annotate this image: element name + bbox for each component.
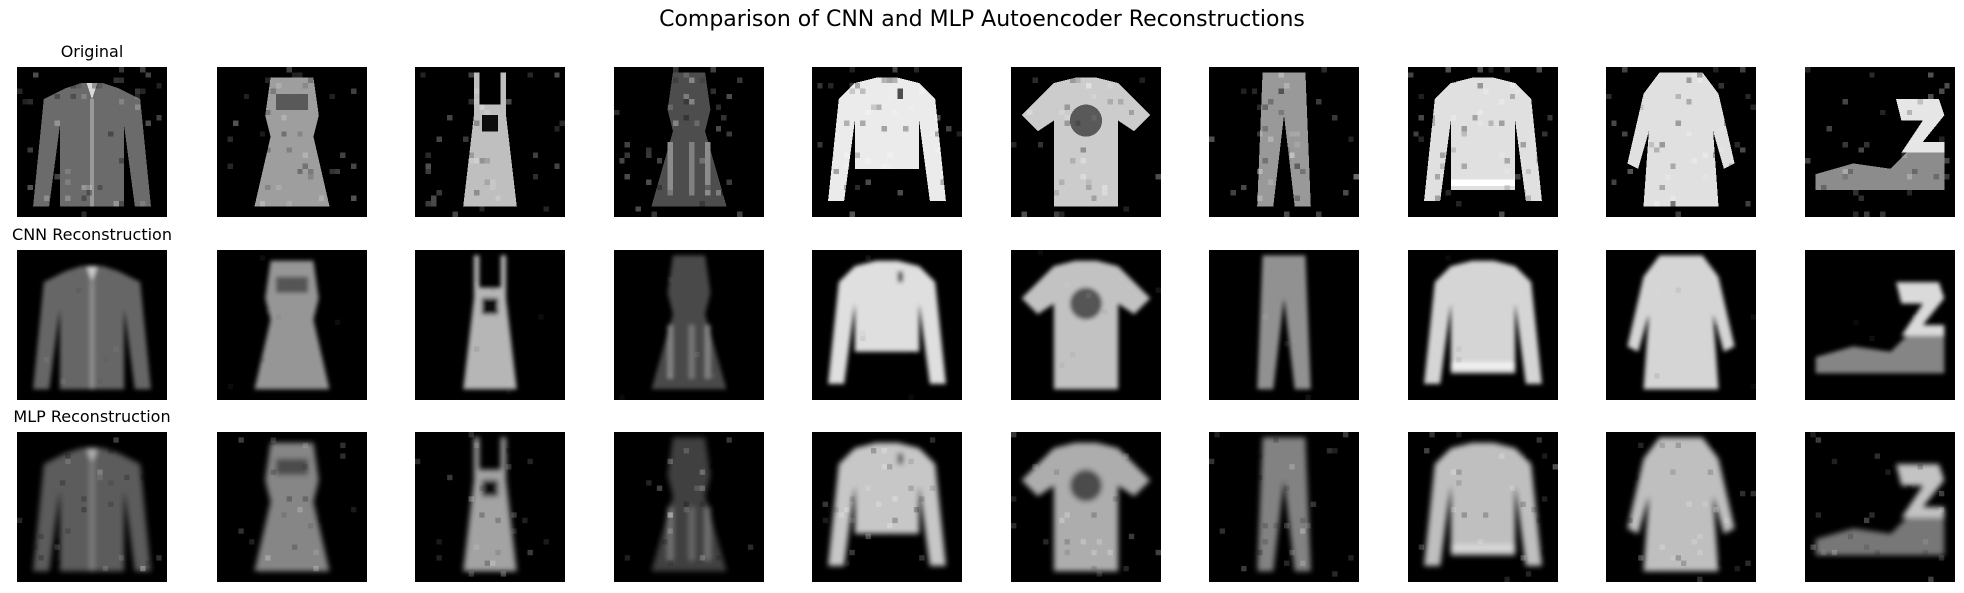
shirt-dress-image xyxy=(1627,432,1756,582)
long-sleeve-top-image xyxy=(817,67,962,217)
image-original-7 xyxy=(1209,67,1359,217)
t-shirt-image xyxy=(1011,432,1161,582)
image-mlp-3 xyxy=(415,432,565,582)
image-mlp-6 xyxy=(1011,432,1161,582)
image-mlp-2 xyxy=(217,432,367,582)
image-cnn-1 xyxy=(17,250,167,400)
image-cnn-4 xyxy=(614,250,764,400)
image-original-6 xyxy=(1011,67,1161,217)
image-cnn-3 xyxy=(415,250,565,400)
dark-dress-image xyxy=(614,67,764,217)
dress-image xyxy=(227,255,346,390)
image-original-1 xyxy=(17,67,167,217)
image-mlp-8 xyxy=(1408,432,1558,582)
overall-dress-image xyxy=(415,255,544,395)
shirt-long-sleeve-image xyxy=(17,437,167,582)
figure-title: Comparison of CNN and MLP Autoencoder Re… xyxy=(659,7,1305,32)
pullover-image xyxy=(1408,255,1542,395)
t-shirt-image xyxy=(1011,67,1161,217)
image-cnn-2 xyxy=(217,250,367,400)
long-sleeve-top-image xyxy=(828,250,952,400)
overall-dress-image xyxy=(420,72,565,217)
t-shirt-image xyxy=(1021,250,1161,390)
trousers-image xyxy=(1209,67,1359,217)
image-mlp-5 xyxy=(812,432,962,582)
shirt-dress-image xyxy=(1606,67,1756,217)
long-sleeve-top-image xyxy=(812,437,962,582)
trousers-image xyxy=(1251,255,1354,400)
row-label-cnn: CNN Reconstruction xyxy=(12,225,172,244)
image-mlp-4 xyxy=(614,432,764,582)
dark-dress-image xyxy=(619,255,727,400)
image-original-10 xyxy=(1805,67,1955,217)
image-mlp-10 xyxy=(1805,432,1955,582)
trousers-image xyxy=(1209,432,1354,577)
shirt-long-sleeve-image xyxy=(33,266,151,400)
overall-dress-image xyxy=(415,432,549,582)
pullover-image xyxy=(1413,432,1558,582)
sandal-image xyxy=(1815,255,1945,390)
dress-image xyxy=(217,432,367,577)
image-mlp-9 xyxy=(1606,432,1756,582)
image-mlp-7 xyxy=(1209,432,1359,582)
image-original-3 xyxy=(415,67,565,217)
image-original-4 xyxy=(614,67,764,217)
image-original-5 xyxy=(812,67,962,217)
image-cnn-9 xyxy=(1606,250,1756,400)
shirt-dress-image xyxy=(1616,255,1756,390)
row-label-original: Original xyxy=(60,42,124,61)
row-label-mlp: MLP Reconstruction xyxy=(13,407,171,426)
image-cnn-5 xyxy=(812,250,962,400)
pullover-image xyxy=(1408,67,1553,217)
image-original-2 xyxy=(217,67,367,217)
image-mlp-1 xyxy=(17,432,167,582)
shirt-long-sleeve-image xyxy=(17,67,167,217)
sandal-image xyxy=(1805,67,1955,217)
image-cnn-8 xyxy=(1408,250,1558,400)
image-original-9 xyxy=(1606,67,1756,217)
image-cnn-7 xyxy=(1209,250,1359,400)
dark-dress-image xyxy=(624,437,764,582)
image-cnn-6 xyxy=(1011,250,1161,400)
image-cnn-10 xyxy=(1805,250,1955,400)
dress-image xyxy=(222,67,367,217)
sandal-image xyxy=(1810,432,1950,582)
image-original-8 xyxy=(1408,67,1558,217)
